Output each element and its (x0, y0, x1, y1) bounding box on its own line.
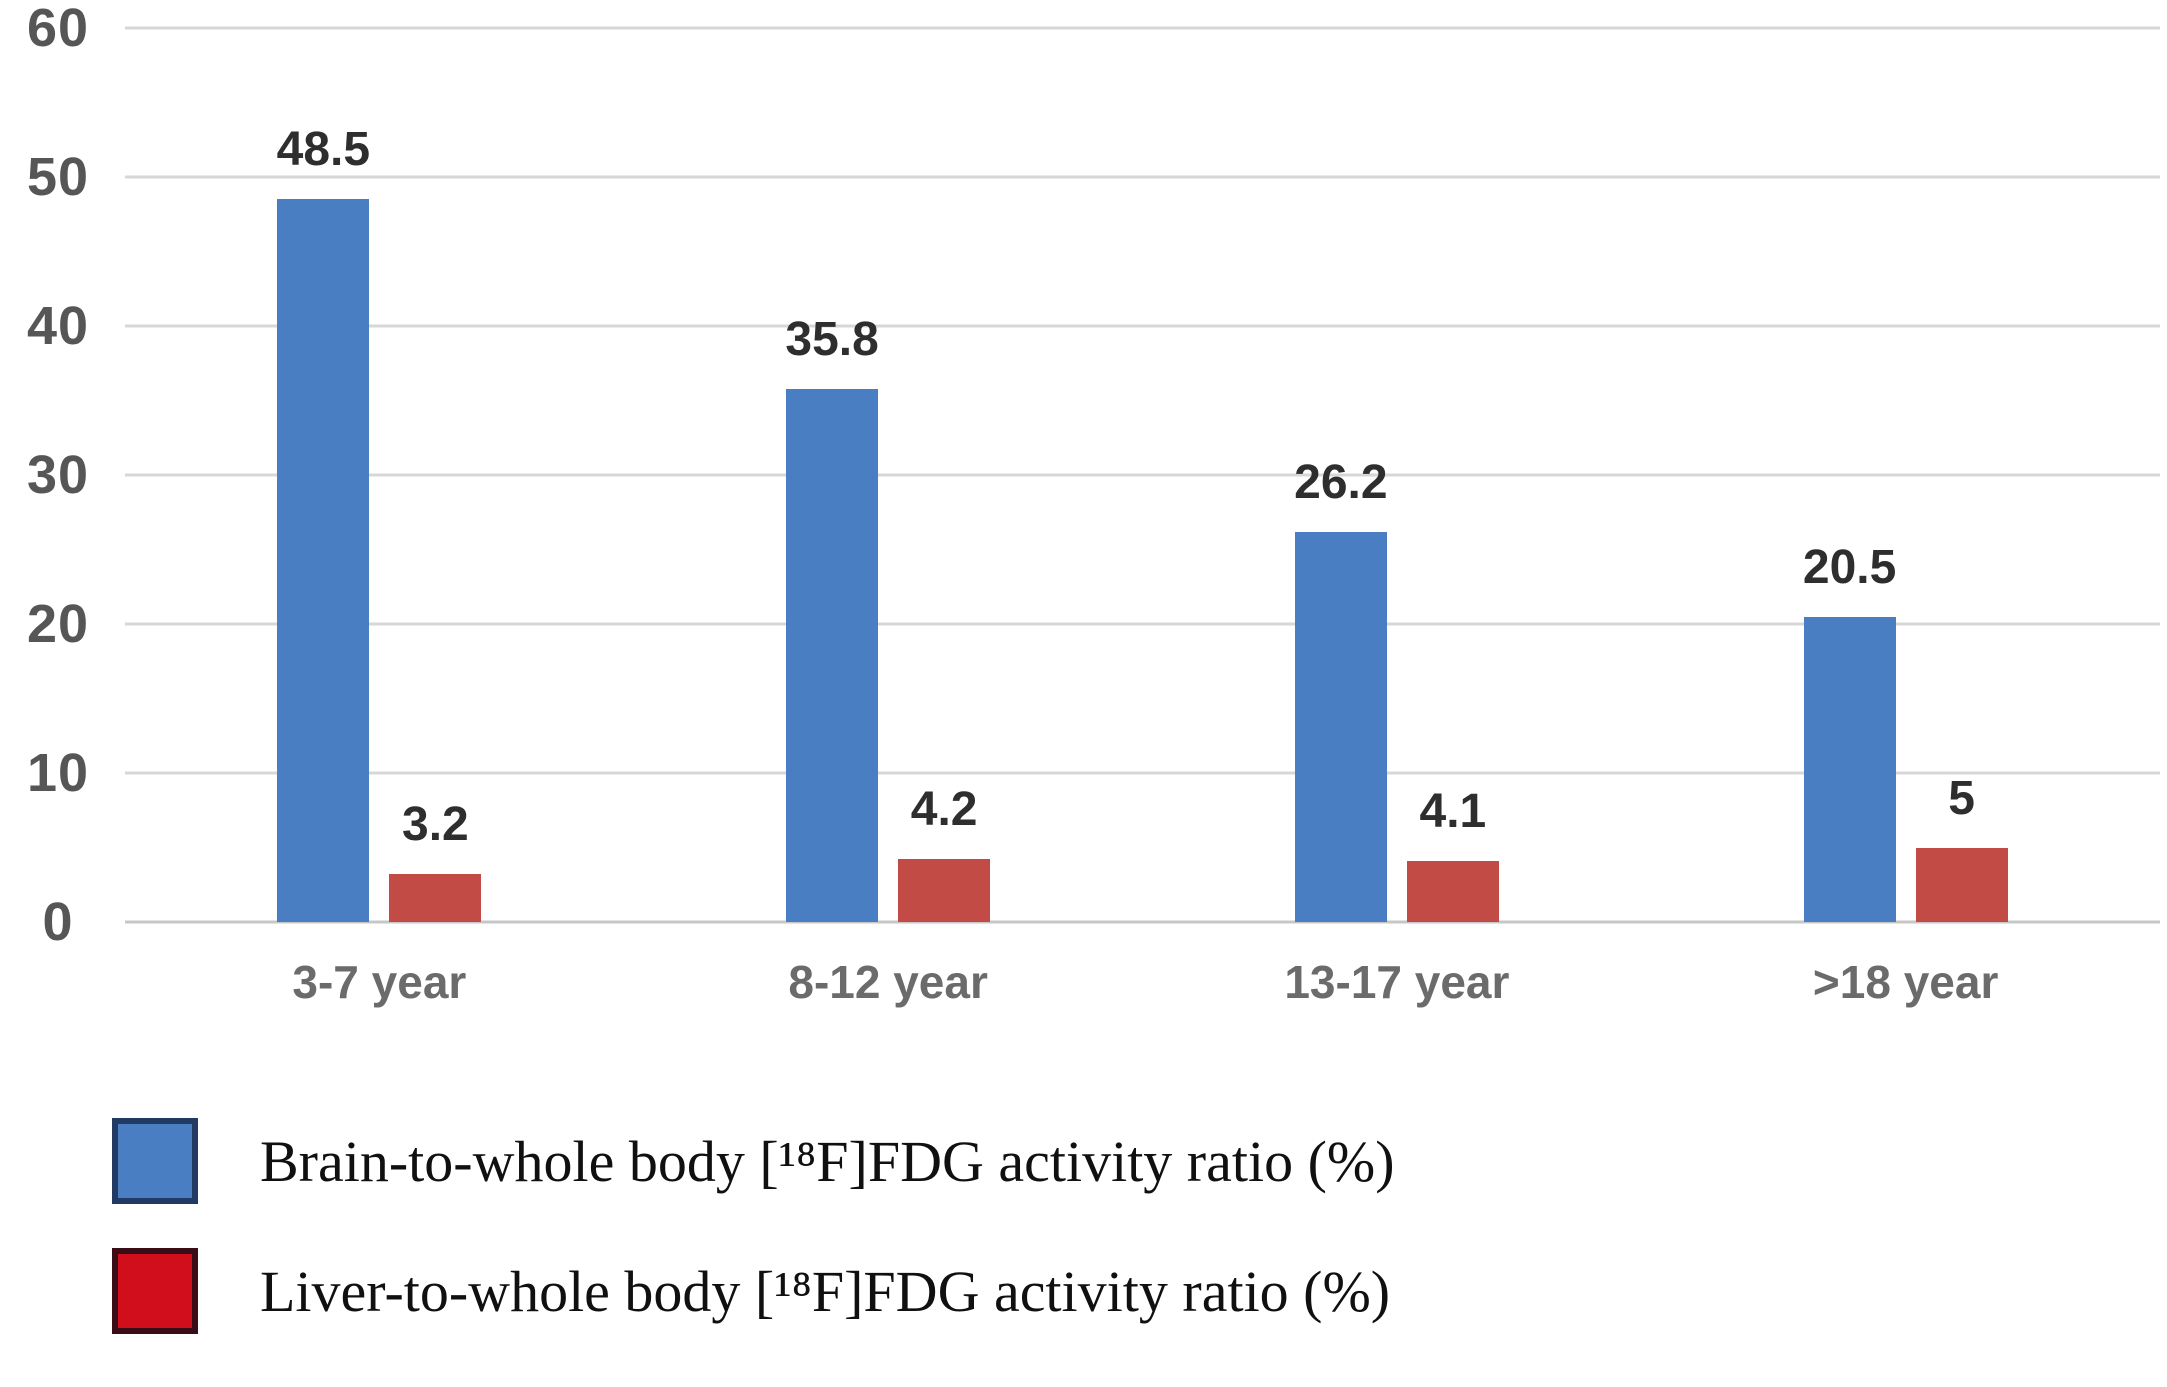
x-label-4: >18 year (1812, 956, 1999, 1008)
gridline-10 (125, 771, 2160, 775)
bar-liver-4 (1915, 847, 2008, 922)
value-label-brain-2: 35.8 (785, 312, 879, 366)
bar-brain-3 (1294, 531, 1387, 922)
legend-swatch-liver (112, 1248, 198, 1334)
legend-label-brain: Brain-to-whole body [¹⁸F]FDG activity ra… (260, 1128, 1395, 1194)
legend-item-brain: Brain-to-whole body [¹⁸F]FDG activity ra… (112, 1118, 1395, 1204)
bar-liver-1 (389, 874, 482, 922)
bar-brain-2 (786, 388, 879, 922)
bar-brain-4 (1803, 616, 1896, 922)
y-tick-label-10: 10 (26, 743, 90, 803)
y-tick-label-30: 30 (26, 445, 90, 505)
bar-cell-brain-1: 48.5 (276, 28, 371, 922)
y-axis: 0 10 20 30 40 50 60 (6, 0, 110, 952)
y-tick-label-40: 40 (26, 295, 90, 356)
bar-cell-brain-2: 35.8 (785, 28, 879, 922)
x-label-3: 13-17 year (1284, 956, 1510, 1008)
x-label-1: 3-7 year (292, 956, 467, 1008)
gridline-0 (125, 920, 2160, 924)
y-tick-label-0: 0 (42, 892, 74, 952)
bar-cell-liver-4: 5 (1915, 28, 2008, 922)
y-tick-label-20: 20 (26, 593, 90, 654)
value-label-liver-1: 3.2 (402, 798, 469, 852)
bar-cell-liver-1: 3.2 (389, 28, 482, 922)
x-label-2: 8-12 year (788, 956, 988, 1008)
gridline-30 (125, 473, 2160, 477)
bar-cell-brain-3: 26.2 (1294, 28, 1388, 922)
legend: Brain-to-whole body [¹⁸F]FDG activity ra… (112, 1118, 1395, 1334)
bar-cell-liver-2: 4.2 (898, 28, 991, 922)
value-label-brain-4: 20.5 (1802, 540, 1897, 594)
value-label-brain-1: 48.5 (276, 123, 371, 177)
value-label-liver-4: 5 (1948, 771, 1975, 825)
bar-cell-liver-3: 4.1 (1406, 28, 1499, 922)
value-label-liver-2: 4.2 (910, 783, 978, 837)
y-tick-label-60: 60 (26, 0, 90, 58)
bar-brain-1 (277, 199, 370, 922)
bar-cell-brain-4: 20.5 (1802, 28, 1897, 922)
legend-swatch-brain (112, 1118, 198, 1204)
value-label-liver-3: 4.1 (1419, 784, 1487, 838)
gridline-20 (125, 622, 2160, 626)
plot-area: 48.5 3.2 35.8 4.2 26.2 4.1 20.5 5 (125, 26, 2160, 924)
x-axis: 3-7 year 8-12 year 13-17 year >18 year (125, 955, 2160, 1009)
bar-liver-3 (1406, 860, 1499, 922)
bar-group-1: 48.5 3.2 (125, 28, 634, 922)
gridline-50 (125, 175, 2160, 179)
gridline-60 (125, 26, 2160, 30)
bar-liver-2 (898, 859, 991, 922)
legend-item-liver: Liver-to-whole body [¹⁸F]FDG activity ra… (112, 1248, 1395, 1334)
bar-group-4: 20.5 5 (1651, 28, 2160, 922)
bar-group-3: 26.2 4.1 (1143, 28, 1652, 922)
bar-group-2: 35.8 4.2 (634, 28, 1143, 922)
legend-label-liver: Liver-to-whole body [¹⁸F]FDG activity ra… (260, 1258, 1391, 1324)
gridline-40 (125, 324, 2160, 328)
y-tick-label-50: 50 (26, 146, 90, 207)
chart-area: 0 10 20 30 40 50 60 48.5 3.2 35.8 4.2 26.2 4.1 20.5 5… (6, 0, 2160, 1009)
value-label-brain-3: 26.2 (1294, 455, 1388, 509)
